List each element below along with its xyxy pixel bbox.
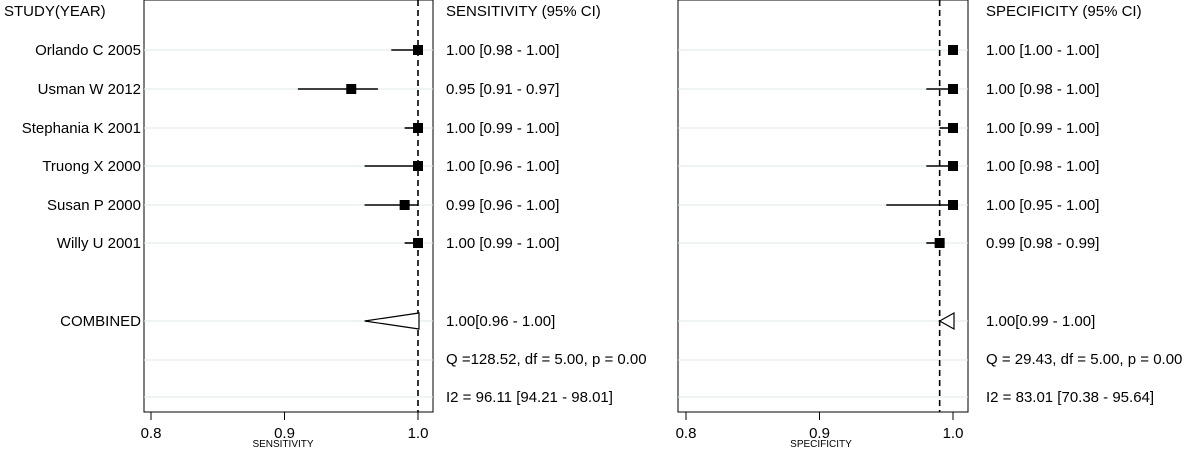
sensitivity-ci-label: 0.95 [0.91 - 0.97] <box>446 81 559 98</box>
sensitivity-tick-label: 1.0 <box>408 425 429 442</box>
sensitivity-ci-label: 1.00 [0.96 - 1.00] <box>446 158 559 175</box>
sensitivity-tick-label: 0.9 <box>274 425 295 442</box>
study-label: Stephania K 2001 <box>22 120 141 137</box>
study-label: Willy U 2001 <box>57 235 141 252</box>
specificity-gridlines <box>678 49 968 398</box>
specificity-tick-label: 0.9 <box>809 425 830 442</box>
sensitivity-heterogeneity-q: Q =128.52, df = 5.00, p = 0.00 <box>446 351 647 368</box>
specificity-point-estimate <box>948 161 958 171</box>
specificity-point-estimate <box>948 45 958 55</box>
specificity-point-estimate <box>948 84 958 94</box>
study-labels: Orlando C 2005 Usman W 2012 Stephania K … <box>22 42 141 330</box>
specificity-ci-labels: 1.00 [1.00 - 1.00] 1.00 [0.98 - 1.00] 1.… <box>986 42 1182 406</box>
specificity-ci-label: 1.00 [0.95 - 1.00] <box>986 197 1099 214</box>
study-label: Usman W 2012 <box>38 81 141 98</box>
specificity-ci-label: 0.99 [0.98 - 0.99] <box>986 235 1099 252</box>
sensitivity-point-estimate <box>346 84 357 94</box>
specificity-marks <box>886 0 958 412</box>
specificity-tick-label: 0.8 <box>676 425 697 442</box>
sensitivity-combined-label: 1.00[0.96 - 1.00] <box>446 313 555 330</box>
study-label: Orlando C 2005 <box>35 42 141 59</box>
sensitivity-point-estimate <box>413 161 423 171</box>
sensitivity-tick-label: 0.8 <box>141 425 162 442</box>
specificity-panel: 0.8 0.9 1.0 SPECIFICITY 1.00 [1.00 - 1.00]… <box>676 0 1182 450</box>
specificity-point-estimate <box>934 238 945 248</box>
specificity-ci-label: 1.00 [0.98 - 1.00] <box>986 81 1099 98</box>
sensitivity-ci-labels: 1.00 [0.98 - 1.00] 0.95 [0.91 - 0.97] 1.… <box>446 42 647 406</box>
specificity-heterogeneity-i2: I2 = 83.01 [70.38 - 95.64] <box>986 389 1154 406</box>
specificity-combined-diamond <box>938 311 955 331</box>
sensitivity-x-axis-label: SENSITIVITY <box>252 439 313 450</box>
specificity-column-header: SPECIFICITY (95% CI) <box>986 3 1142 20</box>
specificity-heterogeneity-q: Q = 29.43, df = 5.00, p = 0.00 <box>986 351 1182 368</box>
sensitivity-point-estimate <box>399 200 410 210</box>
study-label: Susan P 2000 <box>47 197 141 214</box>
specificity-ci-label: 1.00 [0.98 - 1.00] <box>986 158 1099 175</box>
sensitivity-marks <box>297 0 423 412</box>
specificity-ci-label: 1.00 [0.99 - 1.00] <box>986 120 1099 137</box>
specificity-x-axis: 0.8 0.9 1.0 <box>676 412 964 442</box>
sensitivity-ci-label: 1.00 [0.98 - 1.00] <box>446 42 559 59</box>
combined-label: COMBINED <box>60 313 141 330</box>
sensitivity-ci-label: 0.99 [0.96 - 1.00] <box>446 197 559 214</box>
sensitivity-gridlines <box>144 49 433 398</box>
specificity-x-axis-label: SPECIFICITY <box>790 439 852 450</box>
sensitivity-point-estimate <box>413 238 423 248</box>
sensitivity-plot-frame <box>143 0 434 413</box>
sensitivity-combined-diamond <box>364 312 420 330</box>
sensitivity-ci-label: 1.00 [0.99 - 1.00] <box>446 120 559 137</box>
sensitivity-point-estimate <box>413 45 423 55</box>
study-column-header: STUDY(YEAR) <box>4 3 106 20</box>
specificity-point-estimate <box>948 200 958 210</box>
specificity-ci-label: 1.00 [1.00 - 1.00] <box>986 42 1099 59</box>
specificity-tick-label: 1.0 <box>943 425 964 442</box>
sensitivity-point-estimate <box>413 123 423 133</box>
sensitivity-ci-label: 1.00 [0.99 - 1.00] <box>446 235 559 252</box>
specificity-point-estimate <box>948 123 958 133</box>
study-label: Truong X 2000 <box>42 158 141 175</box>
sensitivity-column-header: SENSITIVITY (95% CI) <box>446 3 601 20</box>
sensitivity-x-axis: 0.8 0.9 1.0 <box>141 412 429 442</box>
specificity-combined-label: 1.00[0.99 - 1.00] <box>986 313 1095 330</box>
specificity-plot-frame <box>677 0 969 413</box>
sensitivity-panel: 0.8 0.9 1.0 SENSITIVITY 1.00 [0.98 - 1.00]… <box>141 0 647 450</box>
sensitivity-heterogeneity-i2: I2 = 96.11 [94.21 - 98.01] <box>446 389 613 406</box>
